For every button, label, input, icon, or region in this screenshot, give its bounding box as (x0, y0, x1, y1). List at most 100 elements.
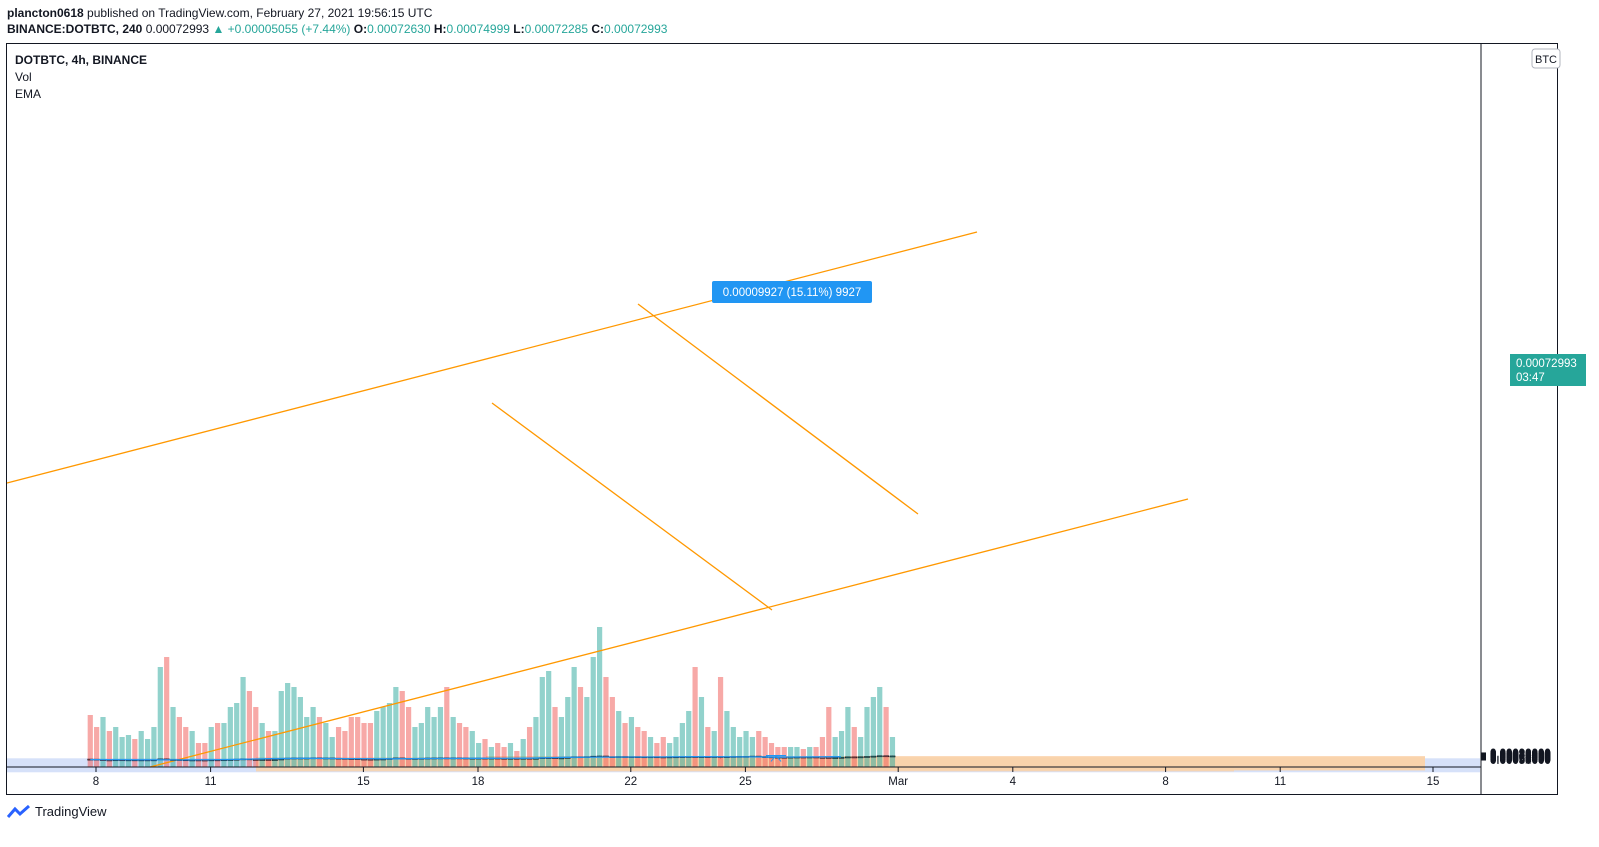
price-tick-label: 0.00056000 (1490, 754, 1551, 766)
time-tick-label: 22 (624, 776, 637, 788)
symbol-interval: BINANCE:DOTBTC, 240 (7, 22, 143, 36)
legend-ema[interactable]: EMA (15, 87, 42, 101)
candle-down (265, 759, 272, 761)
ema-line (90, 756, 841, 761)
volume-bar (348, 717, 354, 767)
last-price-tag-countdown: 03:47 (1516, 372, 1545, 384)
volume-bar (711, 731, 717, 767)
volume-bar (361, 723, 367, 767)
legend-vol[interactable]: Vol (15, 70, 32, 84)
candle-up (838, 756, 845, 759)
publisher-name: plancton0618 (7, 6, 84, 20)
volume-bar (278, 691, 284, 767)
candle-up (832, 757, 839, 759)
volume-bar (297, 697, 303, 767)
volume-bar (202, 743, 208, 767)
volume-bar (367, 723, 374, 767)
low-value: 0.00072285 (524, 22, 589, 36)
time-tick-label: 4 (1010, 776, 1017, 788)
measure-tool[interactable]: 0.00009927 (15.11%) 9927 (712, 281, 872, 762)
volume-bar (686, 711, 692, 767)
volume-bar (393, 687, 399, 767)
volume-bar (355, 717, 361, 767)
candle-down (851, 756, 858, 759)
volume-bar (635, 727, 641, 767)
channel-lower-line (149, 498, 1189, 768)
candle-down (825, 757, 832, 759)
wedge-lower-line (491, 402, 773, 611)
volume-bar (762, 737, 768, 767)
publish-text: published on TradingView.com, February 2… (87, 6, 433, 20)
volume-bar (482, 739, 488, 767)
volume-bar (756, 731, 762, 767)
volume-bar (342, 731, 348, 767)
price-tick-label: 0.00054000 (1490, 754, 1551, 766)
trendlines-layer (6, 231, 1189, 768)
volume-bar (488, 747, 494, 767)
open-value: 0.00072630 (367, 22, 431, 36)
volume-bar (144, 739, 151, 767)
legend-symbol[interactable]: DOTBTC, 4h, BINANCE (15, 53, 147, 67)
volume-bar (864, 707, 870, 767)
volume-bar (240, 677, 246, 767)
volume-bar (889, 737, 896, 767)
price-tick-label: 0.00060000 (1490, 753, 1551, 765)
measure-arrowhead-icon (770, 754, 782, 762)
volume-bar (832, 737, 838, 767)
volume-bar (100, 717, 106, 767)
price-tick-label: 0.00084000 (1490, 749, 1551, 761)
volume-bar (285, 683, 291, 767)
volume-bar (692, 667, 698, 767)
price-tick-label: 0.00078000 (1490, 750, 1551, 762)
volume-bar (851, 727, 857, 767)
footer[interactable]: TradingView (7, 804, 107, 819)
volume-bar (749, 737, 756, 767)
volume-bar (87, 715, 93, 767)
time-tick-label: 25 (739, 776, 752, 788)
price-tick-label: 0.00072000 (1490, 751, 1551, 763)
publish-info: plancton0618 published on TradingView.co… (7, 6, 432, 20)
volume-bar (304, 717, 310, 767)
volume-bar (138, 731, 144, 767)
volume-bar (597, 627, 603, 767)
volume-bar (316, 717, 323, 767)
currency-badge-box (1531, 48, 1561, 69)
volume-bar (565, 697, 571, 767)
volume-bar (526, 727, 533, 767)
price-tick-label: 0.00058000 (1490, 754, 1551, 766)
time-tick-label: 8 (1162, 776, 1168, 788)
volume-bar (106, 731, 112, 767)
price-tick-label: 0.00090000 (1490, 748, 1551, 760)
price-tick-label: 0.00076000 (1490, 750, 1551, 762)
volume-bar (157, 667, 163, 767)
volume-bar (826, 707, 832, 767)
volume-bar (259, 723, 265, 767)
price-tick-label: 0.00082000 (1490, 749, 1551, 761)
volume-bar (679, 723, 685, 767)
volume-bar (603, 677, 609, 767)
volume-bar (717, 677, 724, 767)
volume-bar (265, 731, 272, 767)
candle-up (845, 756, 851, 759)
volume-bar (125, 735, 132, 767)
volume-bar (183, 727, 189, 767)
volume-bar (323, 723, 329, 767)
volume-bar (628, 717, 635, 767)
volume-bar (858, 737, 864, 767)
volume-bar (437, 707, 444, 767)
price-axis[interactable]: 0.000500000.000520000.000540000.00056000… (1480, 44, 1551, 794)
volume-bar (667, 743, 673, 767)
volume-bar (456, 723, 463, 767)
channel-upper-line (6, 231, 978, 484)
volume-bar (546, 671, 552, 767)
candle-up (870, 755, 877, 758)
price-tick-label: 0.00050000 (1490, 755, 1551, 767)
volume-bar (335, 727, 342, 767)
volume-bar (425, 707, 431, 767)
volume-bar (380, 707, 386, 767)
currency-badge[interactable]: BTC (1531, 48, 1561, 69)
time-axis[interactable]: 8 11 15 18 22 25 Mar 4 8 11 15 (7, 766, 1481, 788)
volume-bar (590, 657, 596, 767)
volume-bar (463, 727, 469, 767)
